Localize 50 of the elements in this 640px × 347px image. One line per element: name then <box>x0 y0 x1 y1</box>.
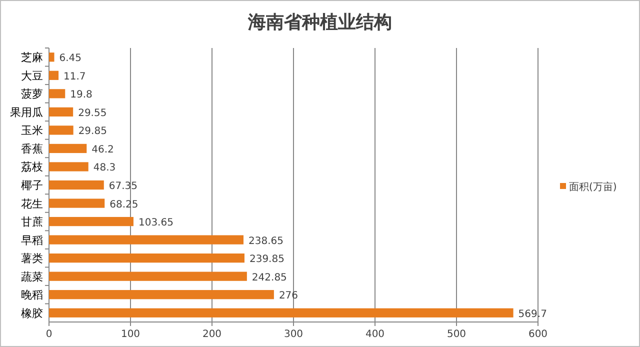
data-label: 242.85 <box>252 272 287 284</box>
data-label: 46.2 <box>92 144 114 156</box>
bar <box>49 52 54 62</box>
chart-title: 海南省种植业结构 <box>247 12 392 33</box>
bar <box>49 126 74 135</box>
y-tick-label: 菠萝 <box>21 88 43 101</box>
y-tick-label: 果用瓜 <box>10 106 43 119</box>
bar <box>49 235 244 244</box>
data-label: 103.65 <box>138 218 174 229</box>
bar <box>49 107 74 116</box>
y-tick-label: 大豆 <box>21 69 43 82</box>
bar <box>49 144 87 154</box>
y-tick-label: 薯类 <box>21 252 43 266</box>
x-tick-label: 300 <box>284 329 304 340</box>
bar <box>49 89 66 98</box>
y-tick-label: 晚稻 <box>21 288 43 302</box>
bar <box>49 308 514 318</box>
x-tick-label: 200 <box>202 329 222 340</box>
x-tick-label: 400 <box>365 329 385 340</box>
x-tick-label: 600 <box>528 329 548 340</box>
bar <box>49 254 244 263</box>
data-label: 48.3 <box>93 162 116 174</box>
y-tick-label: 早稻 <box>21 234 43 247</box>
data-label: 239.85 <box>249 254 284 266</box>
x-tick-label: 500 <box>446 329 466 340</box>
bar <box>49 216 134 226</box>
y-tick-label: 橡胶 <box>21 306 43 320</box>
bar <box>49 162 88 172</box>
data-label: 11.7 <box>64 71 86 82</box>
bar <box>49 290 274 300</box>
x-tick-label: 100 <box>120 329 140 340</box>
data-label: 29.55 <box>78 108 107 119</box>
y-tick-label: 椰子 <box>21 179 43 192</box>
y-tick-label: 香蕉 <box>21 142 43 156</box>
data-label: 238.65 <box>248 236 284 247</box>
y-tick-label: 蔬菜 <box>21 270 43 284</box>
bar <box>49 272 247 281</box>
x-tick-label: 0 <box>46 329 52 340</box>
y-tick-label: 甘蔗 <box>21 216 43 229</box>
y-tick-label: 玉米 <box>21 124 43 138</box>
bar <box>49 198 105 208</box>
legend-label: 面积(万亩) <box>569 181 617 193</box>
bar <box>49 70 59 80</box>
bar <box>49 180 104 190</box>
y-tick-label: 芝麻 <box>21 51 43 64</box>
y-tick-label: 花生 <box>21 197 43 210</box>
y-tick-label: 荔枝 <box>21 160 43 174</box>
data-label: 6.45 <box>59 53 82 64</box>
data-label: 29.85 <box>78 126 107 138</box>
data-label: 19.8 <box>70 90 92 101</box>
